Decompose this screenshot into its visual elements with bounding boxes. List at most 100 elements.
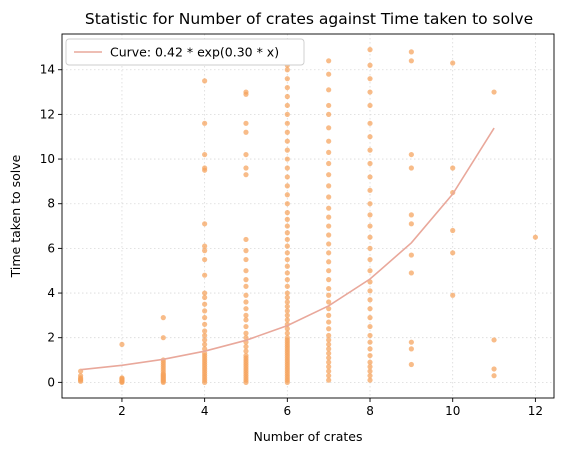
x-tick-label: 10 xyxy=(445,404,460,418)
data-point xyxy=(284,165,290,171)
data-point xyxy=(284,308,290,314)
data-point xyxy=(326,214,332,220)
data-point xyxy=(367,223,373,229)
data-point xyxy=(326,312,332,318)
data-point xyxy=(326,183,332,189)
data-point xyxy=(367,201,373,207)
data-point xyxy=(367,174,373,180)
data-point xyxy=(450,250,456,256)
data-point xyxy=(326,332,332,339)
data-point xyxy=(284,84,290,91)
data-point xyxy=(326,326,332,332)
y-tick-label: 0 xyxy=(47,375,55,389)
data-point xyxy=(243,317,249,323)
data-point xyxy=(408,361,414,368)
data-point xyxy=(326,341,332,348)
data-point xyxy=(243,172,249,178)
data-point xyxy=(367,147,373,153)
data-point xyxy=(367,297,373,303)
y-tick-label: 12 xyxy=(40,107,55,121)
data-point xyxy=(367,306,373,312)
data-point xyxy=(491,373,497,379)
data-point xyxy=(326,306,332,312)
data-point xyxy=(326,359,332,365)
data-point xyxy=(202,165,208,171)
data-point xyxy=(202,120,208,126)
data-point xyxy=(367,359,373,365)
data-point xyxy=(202,328,208,334)
data-point xyxy=(326,268,332,274)
data-point xyxy=(243,352,249,359)
x-tick-label: 2 xyxy=(118,404,126,418)
data-point xyxy=(284,283,290,289)
data-point xyxy=(284,270,290,276)
data-point xyxy=(243,283,249,289)
data-point xyxy=(532,234,538,240)
y-axis-label: Time taken to solve xyxy=(8,154,23,278)
data-point xyxy=(284,294,290,301)
data-point xyxy=(367,89,373,95)
y-tick-label: 6 xyxy=(47,241,55,255)
data-point xyxy=(491,366,497,372)
chart-title: Statistic for Number of crates against T… xyxy=(85,10,533,28)
data-point xyxy=(202,341,208,348)
x-tick-label: 12 xyxy=(528,404,543,418)
data-point xyxy=(326,250,332,256)
data-point xyxy=(326,194,332,200)
legend: Curve: 0.42 * exp(0.30 * x) xyxy=(65,38,305,66)
data-point xyxy=(202,272,208,278)
data-point xyxy=(367,364,373,370)
data-point xyxy=(326,377,332,383)
y-tick-label: 4 xyxy=(47,286,55,300)
data-point xyxy=(367,245,373,251)
data-point xyxy=(284,174,290,180)
data-point xyxy=(284,236,290,243)
data-point xyxy=(202,332,208,339)
data-point xyxy=(326,205,332,211)
data-point xyxy=(326,346,332,352)
data-point xyxy=(450,227,456,234)
data-point xyxy=(202,294,208,301)
data-point xyxy=(119,341,125,348)
data-point xyxy=(119,375,125,381)
data-point xyxy=(326,160,332,167)
data-point xyxy=(284,250,290,256)
data-point xyxy=(243,129,249,135)
data-point xyxy=(367,120,373,126)
data-point xyxy=(408,151,414,158)
data-point xyxy=(284,156,290,162)
data-point xyxy=(326,111,332,117)
data-point xyxy=(326,138,332,144)
data-point xyxy=(284,230,290,236)
data-point xyxy=(326,172,332,178)
data-point xyxy=(243,344,249,350)
data-point xyxy=(326,350,332,356)
x-axis-label: Number of crates xyxy=(254,429,363,444)
data-point xyxy=(450,292,456,298)
data-point xyxy=(243,312,249,318)
data-point xyxy=(284,210,290,216)
data-point xyxy=(367,187,373,193)
data-point xyxy=(326,292,332,298)
data-point xyxy=(202,301,208,307)
data-point xyxy=(284,317,290,323)
x-tick-label: 8 xyxy=(366,404,374,418)
data-point xyxy=(202,78,208,84)
data-point xyxy=(326,87,332,93)
y-tick-label: 14 xyxy=(40,63,55,77)
data-point xyxy=(284,243,290,249)
data-point xyxy=(326,319,332,325)
data-point xyxy=(243,277,249,283)
data-point xyxy=(367,323,373,330)
data-point xyxy=(78,373,84,379)
data-point xyxy=(491,337,497,343)
data-point xyxy=(326,364,332,370)
data-point xyxy=(243,330,249,336)
data-point xyxy=(202,248,208,254)
data-point xyxy=(367,268,373,274)
y-axis-ticks: 0 2 4 6 8 10 12 14 xyxy=(40,63,62,389)
series-line-curve xyxy=(80,127,495,371)
data-point xyxy=(202,321,208,327)
data-point xyxy=(243,248,249,254)
data-point xyxy=(284,120,290,126)
